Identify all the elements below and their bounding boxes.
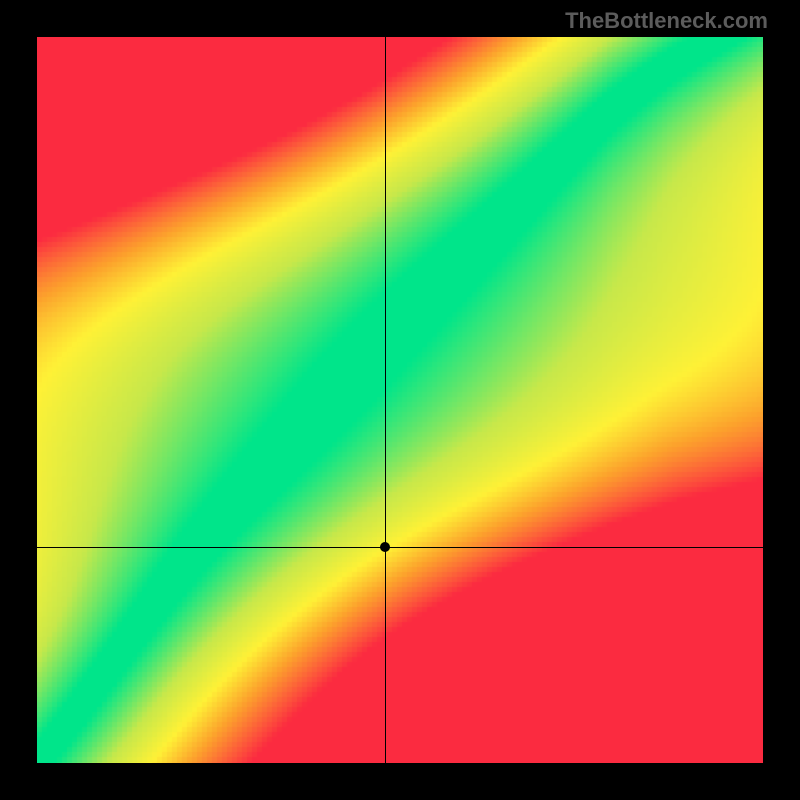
- crosshair-dot: [380, 542, 390, 552]
- crosshair-horizontal: [37, 547, 763, 548]
- heatmap-plot-area: [37, 37, 763, 763]
- crosshair-vertical: [385, 37, 386, 763]
- heatmap-canvas: [37, 37, 763, 763]
- source-watermark: TheBottleneck.com: [565, 8, 768, 34]
- chart-container: TheBottleneck.com: [0, 0, 800, 800]
